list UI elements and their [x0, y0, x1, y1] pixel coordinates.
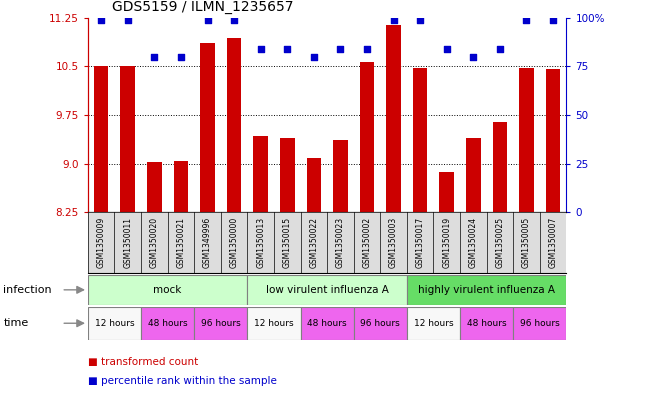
Bar [141, 307, 194, 340]
Point [96, 17, 106, 23]
Bar [227, 39, 242, 212]
Point [335, 46, 346, 52]
Bar [460, 307, 513, 340]
Text: GSM1350015: GSM1350015 [283, 217, 292, 268]
Point [255, 46, 266, 52]
Text: GDS5159 / ILMN_1235657: GDS5159 / ILMN_1235657 [112, 0, 294, 14]
Bar [88, 307, 141, 340]
Text: 12 hours: 12 hours [94, 319, 134, 328]
Text: 96 hours: 96 hours [361, 319, 400, 328]
Point [149, 53, 159, 60]
Text: 48 hours: 48 hours [307, 319, 347, 328]
Text: GSM1350020: GSM1350020 [150, 217, 159, 268]
Text: GSM1350017: GSM1350017 [416, 217, 424, 268]
Point [309, 53, 319, 60]
Bar [407, 307, 460, 340]
Text: GSM1350009: GSM1350009 [97, 217, 105, 268]
Point [202, 17, 213, 23]
Bar [493, 122, 507, 212]
Text: low virulent influenza A: low virulent influenza A [266, 285, 389, 295]
Bar [466, 138, 480, 212]
Bar [147, 162, 161, 212]
Bar [407, 275, 566, 305]
Text: GSM1350007: GSM1350007 [549, 217, 557, 268]
Text: GSM1350000: GSM1350000 [230, 217, 238, 268]
Bar [301, 307, 353, 340]
Point [389, 17, 399, 23]
Bar [120, 66, 135, 212]
Point [468, 53, 478, 60]
Text: infection: infection [3, 285, 52, 295]
Bar [174, 161, 188, 212]
Text: GSM1350005: GSM1350005 [522, 217, 531, 268]
Bar [353, 307, 407, 340]
Text: 12 hours: 12 hours [413, 319, 453, 328]
Text: highly virulent influenza A: highly virulent influenza A [418, 285, 555, 295]
Point [415, 17, 425, 23]
Text: 48 hours: 48 hours [467, 319, 506, 328]
Bar [307, 158, 321, 212]
Point [229, 17, 240, 23]
Text: mock: mock [154, 285, 182, 295]
Bar [280, 138, 294, 212]
Text: ■ transformed count: ■ transformed count [88, 356, 198, 367]
Point [495, 46, 505, 52]
Bar [519, 68, 534, 212]
Point [122, 17, 133, 23]
Text: GSM1350024: GSM1350024 [469, 217, 478, 268]
Text: GSM1350022: GSM1350022 [309, 217, 318, 268]
Text: GSM1350019: GSM1350019 [442, 217, 451, 268]
Point [176, 53, 186, 60]
Text: GSM1349996: GSM1349996 [203, 217, 212, 268]
Bar [201, 43, 215, 212]
Bar [253, 136, 268, 212]
Bar [546, 69, 561, 212]
Text: GSM1350002: GSM1350002 [363, 217, 372, 268]
Bar [333, 140, 348, 212]
Text: GSM1350003: GSM1350003 [389, 217, 398, 268]
Bar [194, 307, 247, 340]
Bar [247, 307, 301, 340]
Text: GSM1350013: GSM1350013 [256, 217, 265, 268]
Bar [513, 307, 566, 340]
Text: GSM1350025: GSM1350025 [495, 217, 505, 268]
Point [548, 17, 559, 23]
Bar [360, 62, 374, 212]
Bar [439, 172, 454, 212]
Bar [94, 66, 109, 212]
Point [362, 46, 372, 52]
Text: GSM1350011: GSM1350011 [123, 217, 132, 268]
Text: 12 hours: 12 hours [254, 319, 294, 328]
Point [521, 17, 532, 23]
Point [441, 46, 452, 52]
Bar [413, 68, 428, 212]
Text: 96 hours: 96 hours [520, 319, 560, 328]
Bar [247, 275, 407, 305]
Text: 96 hours: 96 hours [201, 319, 241, 328]
Text: time: time [3, 318, 29, 328]
Text: 48 hours: 48 hours [148, 319, 187, 328]
Text: GSM1350023: GSM1350023 [336, 217, 345, 268]
Text: GSM1350021: GSM1350021 [176, 217, 186, 268]
Text: ■ percentile rank within the sample: ■ percentile rank within the sample [88, 376, 277, 386]
Bar [88, 275, 247, 305]
Point [282, 46, 292, 52]
Bar [386, 26, 401, 212]
